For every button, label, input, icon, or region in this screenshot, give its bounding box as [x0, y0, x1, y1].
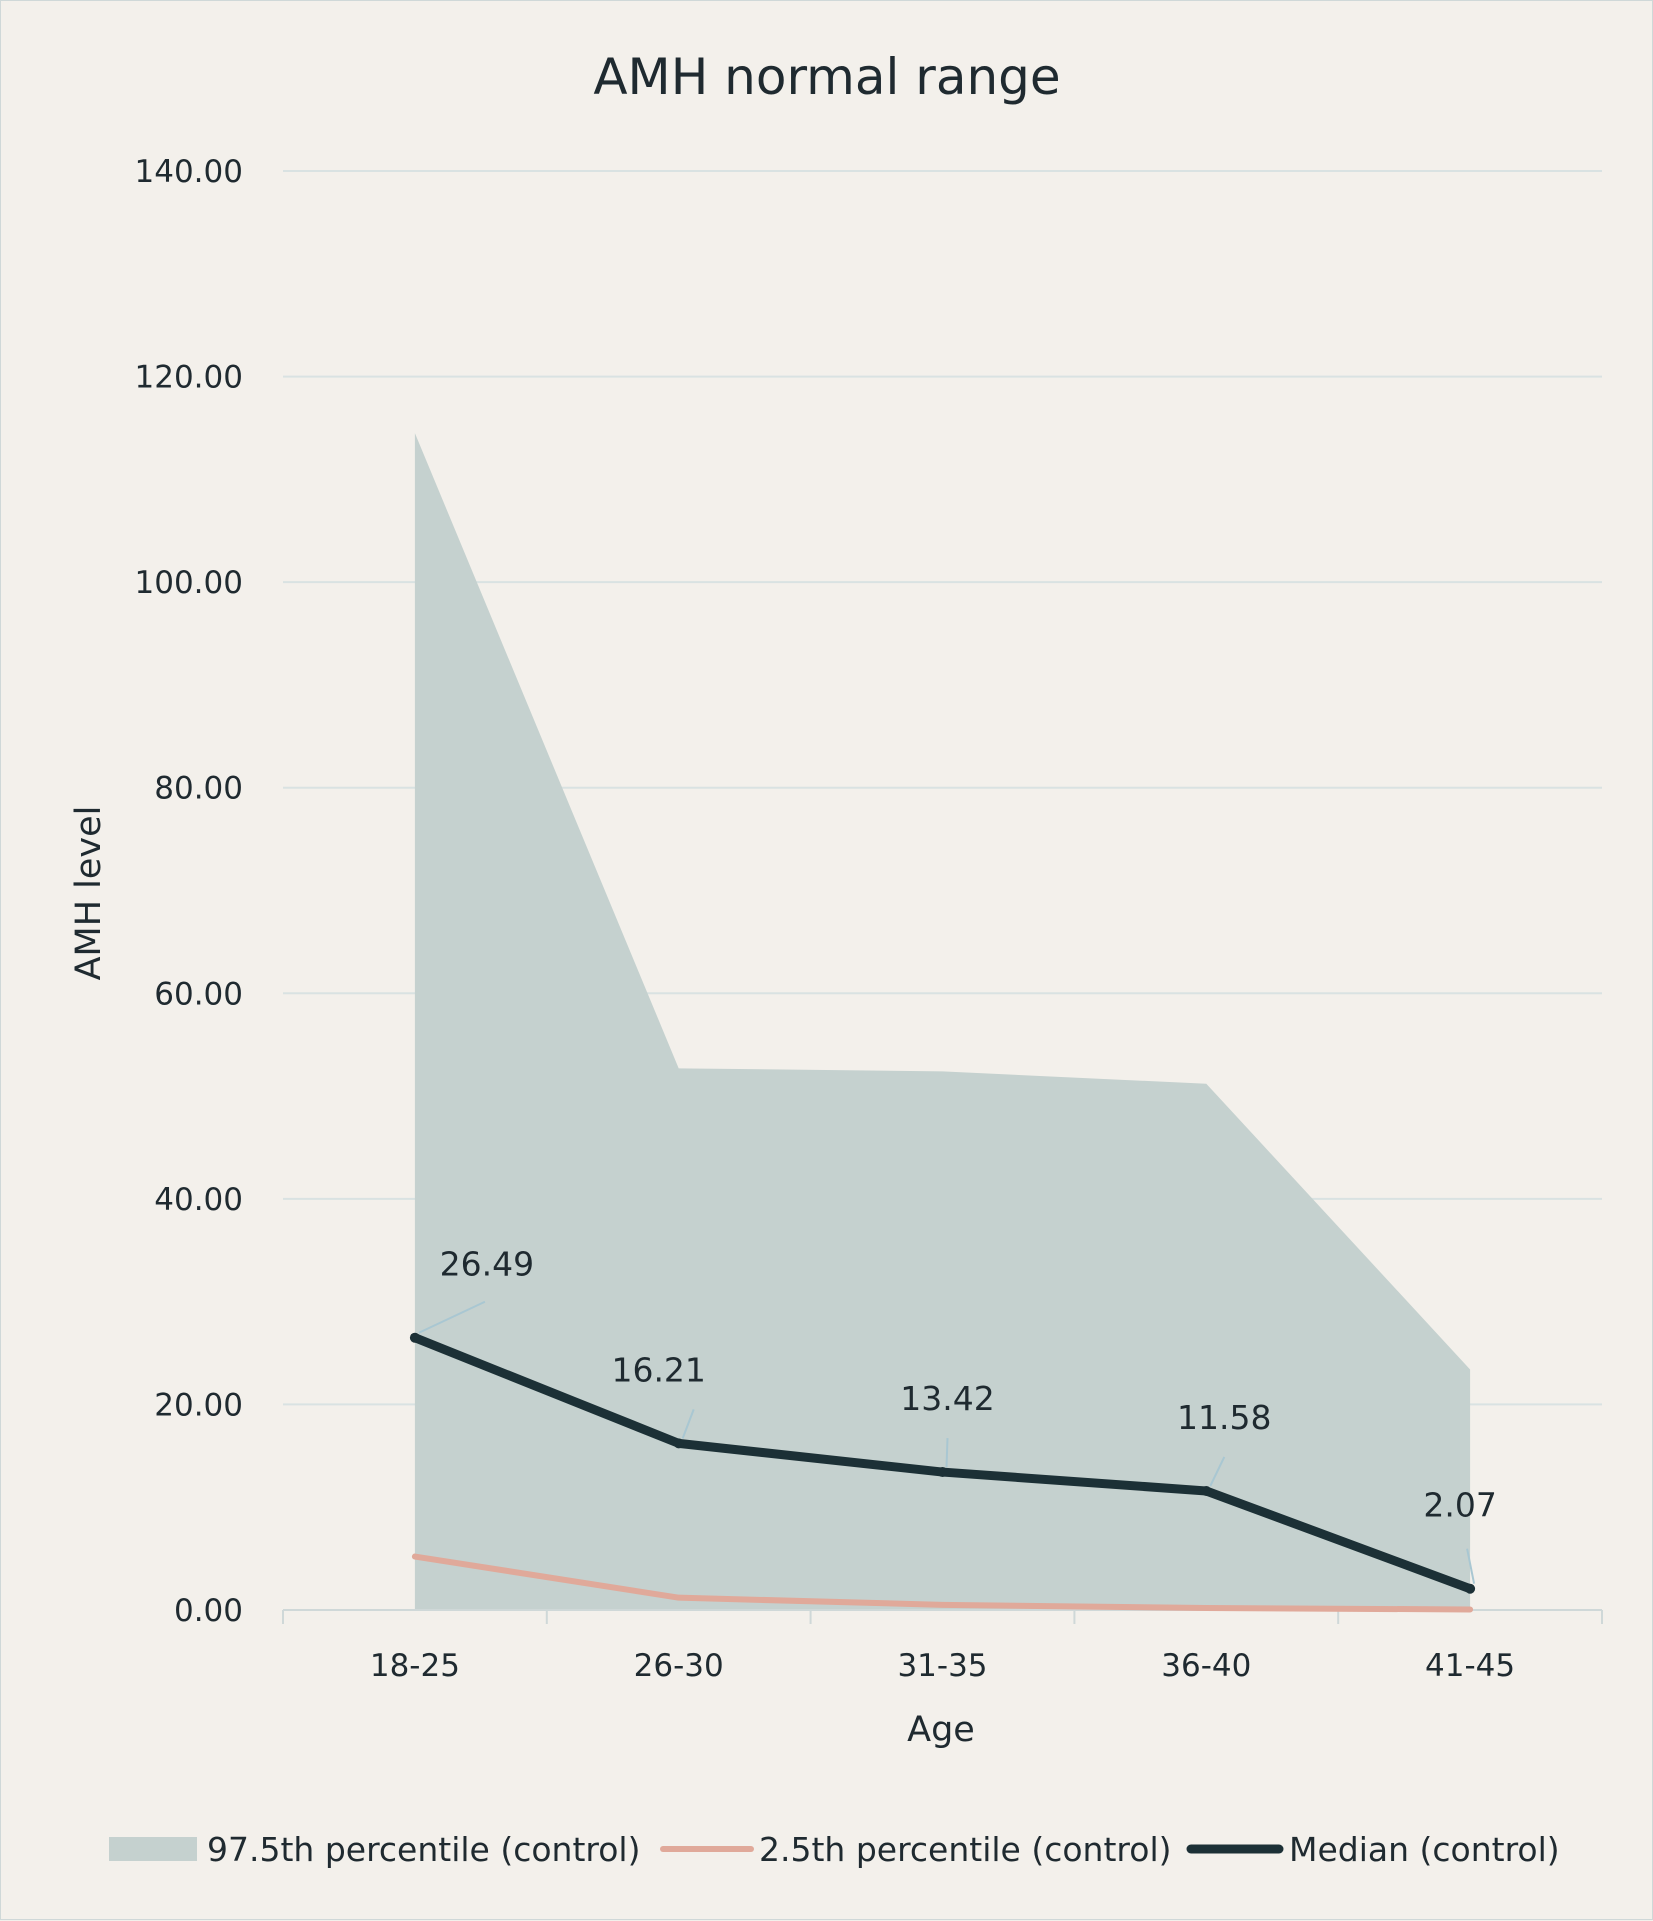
x-axis-title: Age: [907, 1710, 975, 1750]
y-tick-label: 80.00: [154, 771, 243, 807]
y-tick-label: 100.00: [135, 565, 243, 601]
x-tick-label: 26-30: [634, 1648, 724, 1684]
legend-label: 2.5th percentile (control): [759, 1830, 1171, 1869]
y-tick-label: 40.00: [154, 1182, 243, 1218]
data-label-leader: [418, 1300, 486, 1334]
data-label: 13.42: [900, 1379, 994, 1418]
y-tick-label: 0.00: [174, 1593, 243, 1629]
x-tick-label: 36-40: [1161, 1648, 1251, 1684]
data-label-leader: [1209, 1456, 1226, 1487]
median-point: [1201, 1485, 1212, 1496]
data-label: 11.58: [1177, 1398, 1271, 1437]
y-tick-label: 140.00: [135, 154, 243, 190]
chart-title: AMH normal range: [593, 48, 1060, 106]
legend-swatch-area: [109, 1837, 197, 1861]
median-point: [409, 1332, 420, 1343]
data-label: 2.07: [1423, 1486, 1496, 1525]
median-point: [937, 1467, 948, 1478]
x-tick-label: 41-45: [1425, 1648, 1515, 1684]
x-tick-label: 31-35: [897, 1648, 987, 1684]
percentile-2-5-line: [411, 1553, 1474, 1613]
y-tick-label: 120.00: [135, 360, 243, 396]
area-97-5th-percentile: [414, 433, 1471, 1611]
data-label-leader: [681, 1409, 695, 1439]
data-label: 26.49: [440, 1245, 534, 1284]
legend-label: 97.5th percentile (control): [207, 1830, 640, 1869]
legend-label: Median (control): [1289, 1830, 1560, 1869]
median-point: [1465, 1583, 1476, 1594]
x-tick-label: 18-25: [370, 1648, 460, 1684]
data-label-leader: [945, 1438, 949, 1468]
median-point: [673, 1438, 684, 1449]
y-tick-label: 20.00: [154, 1387, 243, 1423]
y-axis-title: AMH level: [69, 806, 109, 981]
y-tick-label: 60.00: [154, 976, 243, 1012]
data-label: 16.21: [611, 1350, 705, 1389]
data-label-leader: [1466, 1548, 1476, 1584]
